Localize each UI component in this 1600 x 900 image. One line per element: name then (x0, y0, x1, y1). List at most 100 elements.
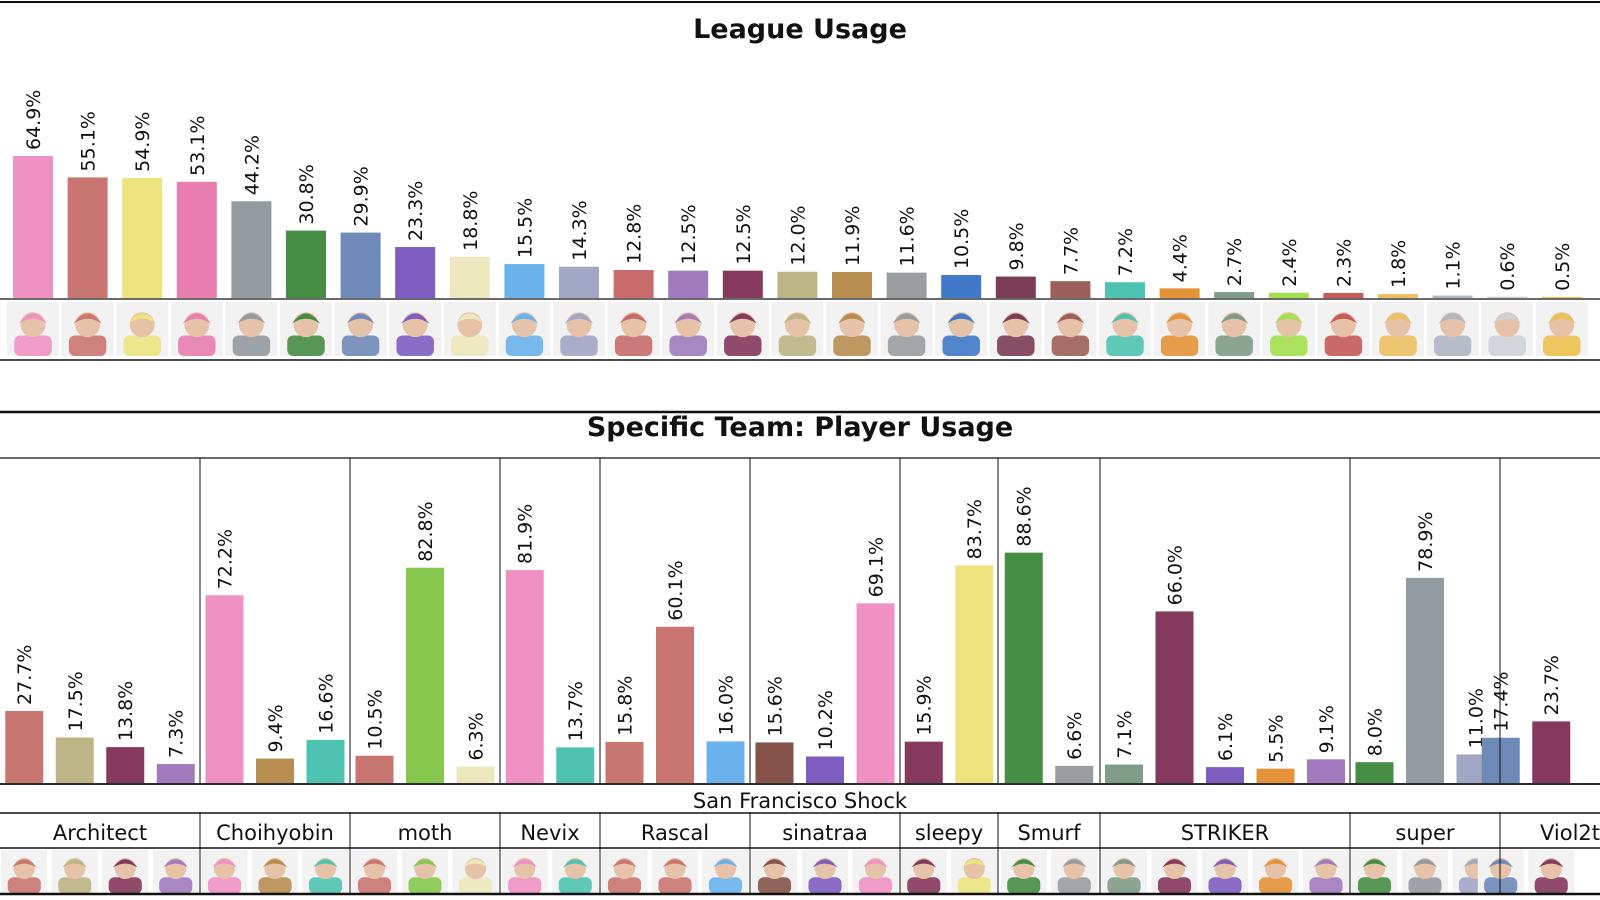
portrait-hair (911, 859, 937, 868)
portrait-body (58, 877, 92, 894)
player-bar (256, 758, 294, 783)
hero-portrait-icon (201, 850, 248, 894)
portrait-body (757, 877, 792, 894)
league-bar (395, 247, 436, 298)
portrait-body (14, 335, 52, 356)
portrait-hair (1547, 313, 1576, 324)
league-bar (1050, 281, 1091, 298)
player-bar-label: 8.0% (1365, 708, 1387, 756)
player-bar (1105, 764, 1143, 783)
player-bar (1532, 721, 1571, 783)
portrait-hair (837, 313, 867, 324)
portrait-body (1379, 335, 1417, 356)
player-name: Choihyobin (216, 821, 334, 845)
player-bar-label: 11.0% (1466, 688, 1488, 748)
player-bar-label: 9.1% (1316, 705, 1338, 753)
player-bar (1355, 762, 1394, 783)
player-bar (1155, 611, 1194, 783)
portrait-hair (961, 859, 987, 868)
portrait-body (123, 335, 161, 356)
player-bar-label: 17.4% (1491, 671, 1513, 731)
portrait-hair (62, 859, 88, 868)
player-bar-label: 23.7% (1541, 655, 1563, 715)
hero-portrait-icon (1252, 850, 1299, 894)
player-name: Smurf (1017, 821, 1081, 845)
portrait-body (1208, 877, 1242, 894)
league-bar (1432, 295, 1473, 298)
league-bar-label: 23.3% (405, 181, 427, 241)
portrait-hair (1111, 859, 1137, 868)
hero-portrait-icon (852, 850, 899, 894)
portrait-hair (662, 859, 688, 868)
portrait-body (808, 877, 842, 894)
portrait-hair (1274, 313, 1303, 324)
portrait-hair (18, 313, 48, 324)
player-bar-label: 16.0% (716, 675, 738, 735)
portrait-hair (1263, 859, 1288, 868)
league-bar (1159, 288, 1200, 298)
portrait-body (558, 877, 592, 894)
player-bar (755, 742, 794, 783)
league-bar-label: 15.5% (514, 198, 536, 258)
portrait-body (68, 335, 107, 356)
portrait-hair (455, 313, 484, 324)
portrait-body (1007, 877, 1041, 894)
player-bar (205, 595, 244, 783)
player-bar-label: 88.6% (1014, 486, 1036, 546)
league-bar (777, 271, 818, 298)
portrait-hair (182, 313, 211, 324)
portrait-hair (713, 859, 738, 868)
player-name: Nevix (520, 821, 579, 845)
player-bar-label: 6.1% (1215, 713, 1237, 761)
league-bar-label: 55.1% (78, 111, 100, 171)
portrait-body (724, 335, 762, 356)
hero-portrait-icon (1528, 850, 1575, 894)
player-bar (5, 710, 44, 783)
portrait-hair (1056, 313, 1085, 324)
portrait-hair (674, 313, 703, 324)
hero-portrait-icon (280, 302, 332, 356)
league-bar (231, 201, 272, 298)
portrait-hair (1488, 859, 1514, 868)
league-bar-label: 53.1% (187, 115, 209, 175)
hero-portrait-icon (1303, 850, 1349, 894)
portrait-hair (291, 313, 321, 324)
player-bar-label: 6.6% (1064, 712, 1086, 760)
player-bar (605, 741, 644, 783)
league-bar-label: 14.3% (569, 200, 591, 260)
portrait-body (1543, 335, 1581, 356)
player-name: super (1395, 821, 1455, 845)
player-bar-label: 7.1% (1114, 710, 1136, 758)
player-bar-label: 78.9% (1415, 512, 1437, 572)
portrait-body (1215, 335, 1253, 356)
league-bar (832, 271, 872, 298)
portrait-body (942, 335, 980, 356)
player-bar-label: 15.8% (615, 676, 637, 736)
hero-portrait-icon (662, 302, 715, 356)
portrait-hair (463, 859, 488, 868)
league-bar (613, 269, 654, 298)
hero-portrait-icon (116, 302, 169, 356)
portrait-body (458, 877, 493, 894)
hero-portrait-icon (1101, 850, 1147, 894)
portrait-hair (346, 313, 375, 324)
player-bar-label: 7.3% (166, 710, 188, 758)
hero-portrait-icon (601, 850, 648, 894)
league-bar (67, 177, 108, 298)
hero-portrait-icon (334, 302, 387, 356)
portrait-body (287, 335, 325, 356)
league-bar (1541, 296, 1582, 298)
player-bar (1481, 737, 1520, 783)
league-bar (1323, 292, 1364, 298)
player-name: moth (398, 821, 453, 845)
player-name: Rascal (641, 821, 709, 845)
league-bar-label: 11.9% (842, 206, 864, 266)
league-usage-title: League Usage (693, 14, 907, 45)
player-bar (806, 756, 844, 783)
team-usage-title: Specific Team: Player Usage (586, 412, 1014, 443)
portrait-body (451, 335, 489, 356)
league-bar-label: 29.9% (351, 166, 373, 226)
hero-portrait-icon (716, 302, 769, 356)
player-bar (106, 747, 145, 783)
